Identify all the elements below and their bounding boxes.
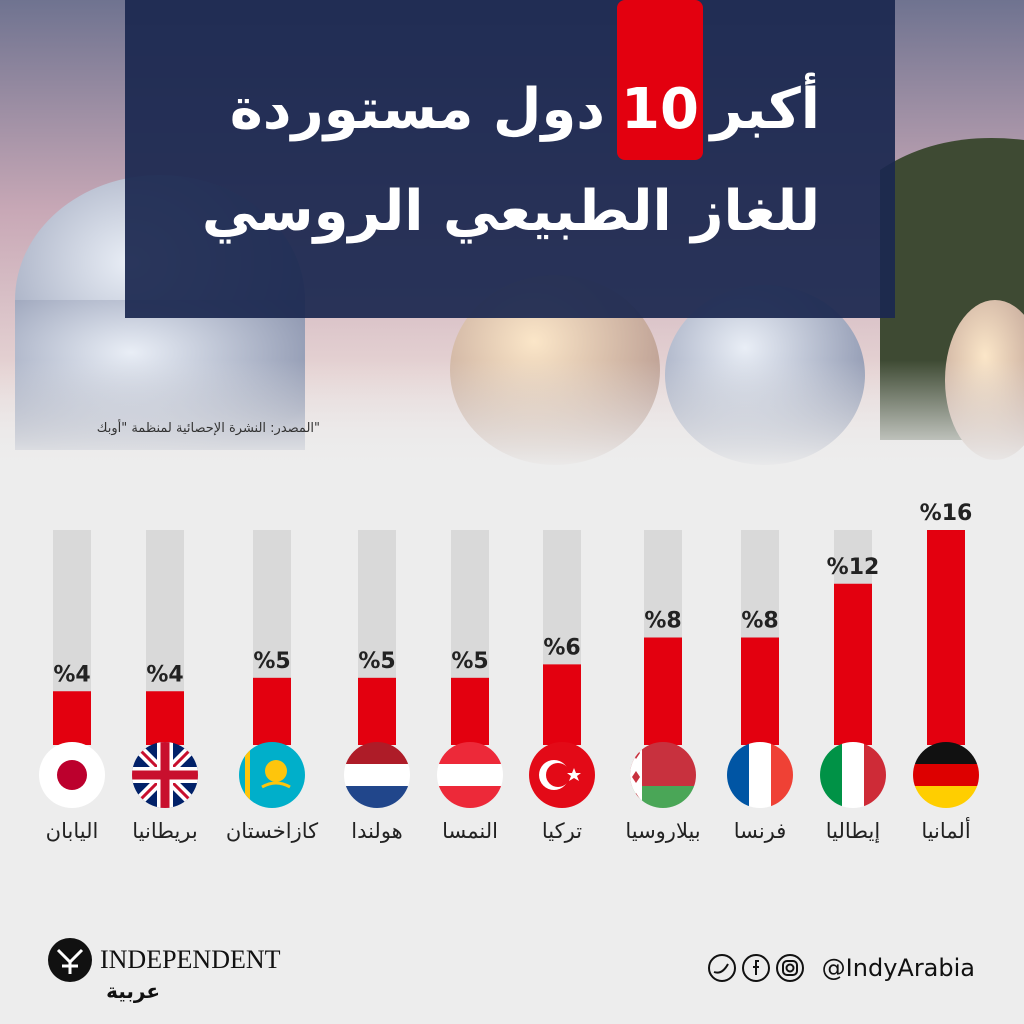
flag-crescent (546, 763, 570, 787)
flag-sun (265, 760, 287, 782)
flag-stripe (842, 742, 864, 808)
flag-ornament (245, 742, 250, 808)
category-label: بريطانيا (132, 819, 197, 843)
category-label: بيلاروسيا (625, 819, 700, 843)
flag (437, 742, 503, 808)
flag-eagle (261, 781, 291, 789)
flag (913, 742, 979, 808)
flag-disc (57, 760, 87, 790)
flag-stripe (864, 742, 886, 808)
source: المصدر: النشرة الإحصائية لمنظمة "أوبك" (97, 419, 320, 436)
title-panel (125, 0, 895, 318)
flag (630, 742, 696, 808)
flag-stripe (630, 786, 696, 808)
flag-stripe (771, 742, 793, 808)
flag-stripe (344, 764, 410, 786)
value-label: %4 (146, 662, 183, 687)
flag (239, 742, 305, 808)
category-label: تركيا (542, 819, 582, 843)
bar (644, 637, 682, 745)
value-label: %5 (253, 649, 290, 674)
flag-stripe (344, 742, 410, 764)
title-word: أكبر (708, 72, 820, 142)
category-label: إيطاليا (826, 819, 880, 844)
bar (53, 691, 91, 745)
flag (727, 742, 793, 808)
category-label: كازاخستان (226, 819, 318, 843)
flag-cross (132, 742, 198, 808)
flag (820, 742, 886, 808)
social-icons (708, 954, 804, 982)
flag (344, 742, 410, 808)
value-label: %8 (644, 609, 681, 634)
flag-stripe (727, 742, 749, 808)
flag-star (567, 768, 581, 781)
logo-sub: عربية (106, 979, 160, 1003)
flag-stripe (913, 786, 979, 808)
flag-ornament (632, 747, 640, 805)
flag-stripe (820, 742, 842, 808)
flag (529, 742, 595, 808)
logo-icon (56, 948, 84, 974)
category-label: ألمانيا (921, 817, 970, 843)
flag-stripe (913, 742, 979, 764)
handle: @IndyArabia (822, 954, 975, 982)
logo-text: INDEPENDENT (100, 945, 281, 974)
flag-stripe (437, 742, 503, 764)
bar (451, 677, 489, 745)
value-label: %8 (741, 609, 778, 634)
flag-stripe (913, 764, 979, 786)
bar (834, 583, 872, 745)
title-line: للغاز الطبيعي الروسي (202, 179, 820, 244)
bar (358, 677, 396, 745)
flag-stripe (344, 786, 410, 808)
value-label: %6 (543, 635, 580, 660)
flag (39, 742, 105, 808)
flag-stripe (749, 742, 771, 808)
category-label: فرنسا (734, 819, 787, 843)
bar (253, 677, 291, 745)
value-label: %12 (827, 555, 880, 580)
category-label: هولندا (351, 819, 403, 843)
bar (927, 530, 965, 745)
flag (132, 742, 198, 808)
title-word: دول مستوردة (230, 77, 605, 142)
flag-stripe (437, 764, 503, 786)
flag-stripe (437, 786, 503, 808)
value-label: %4 (53, 662, 90, 687)
value-label: %5 (358, 649, 395, 674)
photo-fade (0, 360, 1024, 470)
category-label: اليابان (46, 819, 99, 843)
category-label: النمسا (442, 819, 498, 843)
bar (146, 691, 184, 745)
value-label: %16 (920, 501, 973, 526)
title-highlight (617, 0, 703, 160)
bar (543, 664, 581, 745)
title-number: 10 (621, 77, 699, 142)
bar (741, 637, 779, 745)
value-label: %5 (451, 649, 488, 674)
